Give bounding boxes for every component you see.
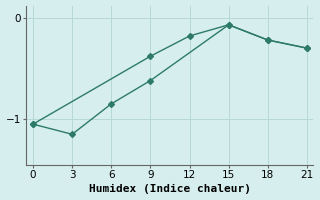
X-axis label: Humidex (Indice chaleur): Humidex (Indice chaleur) xyxy=(89,184,251,194)
